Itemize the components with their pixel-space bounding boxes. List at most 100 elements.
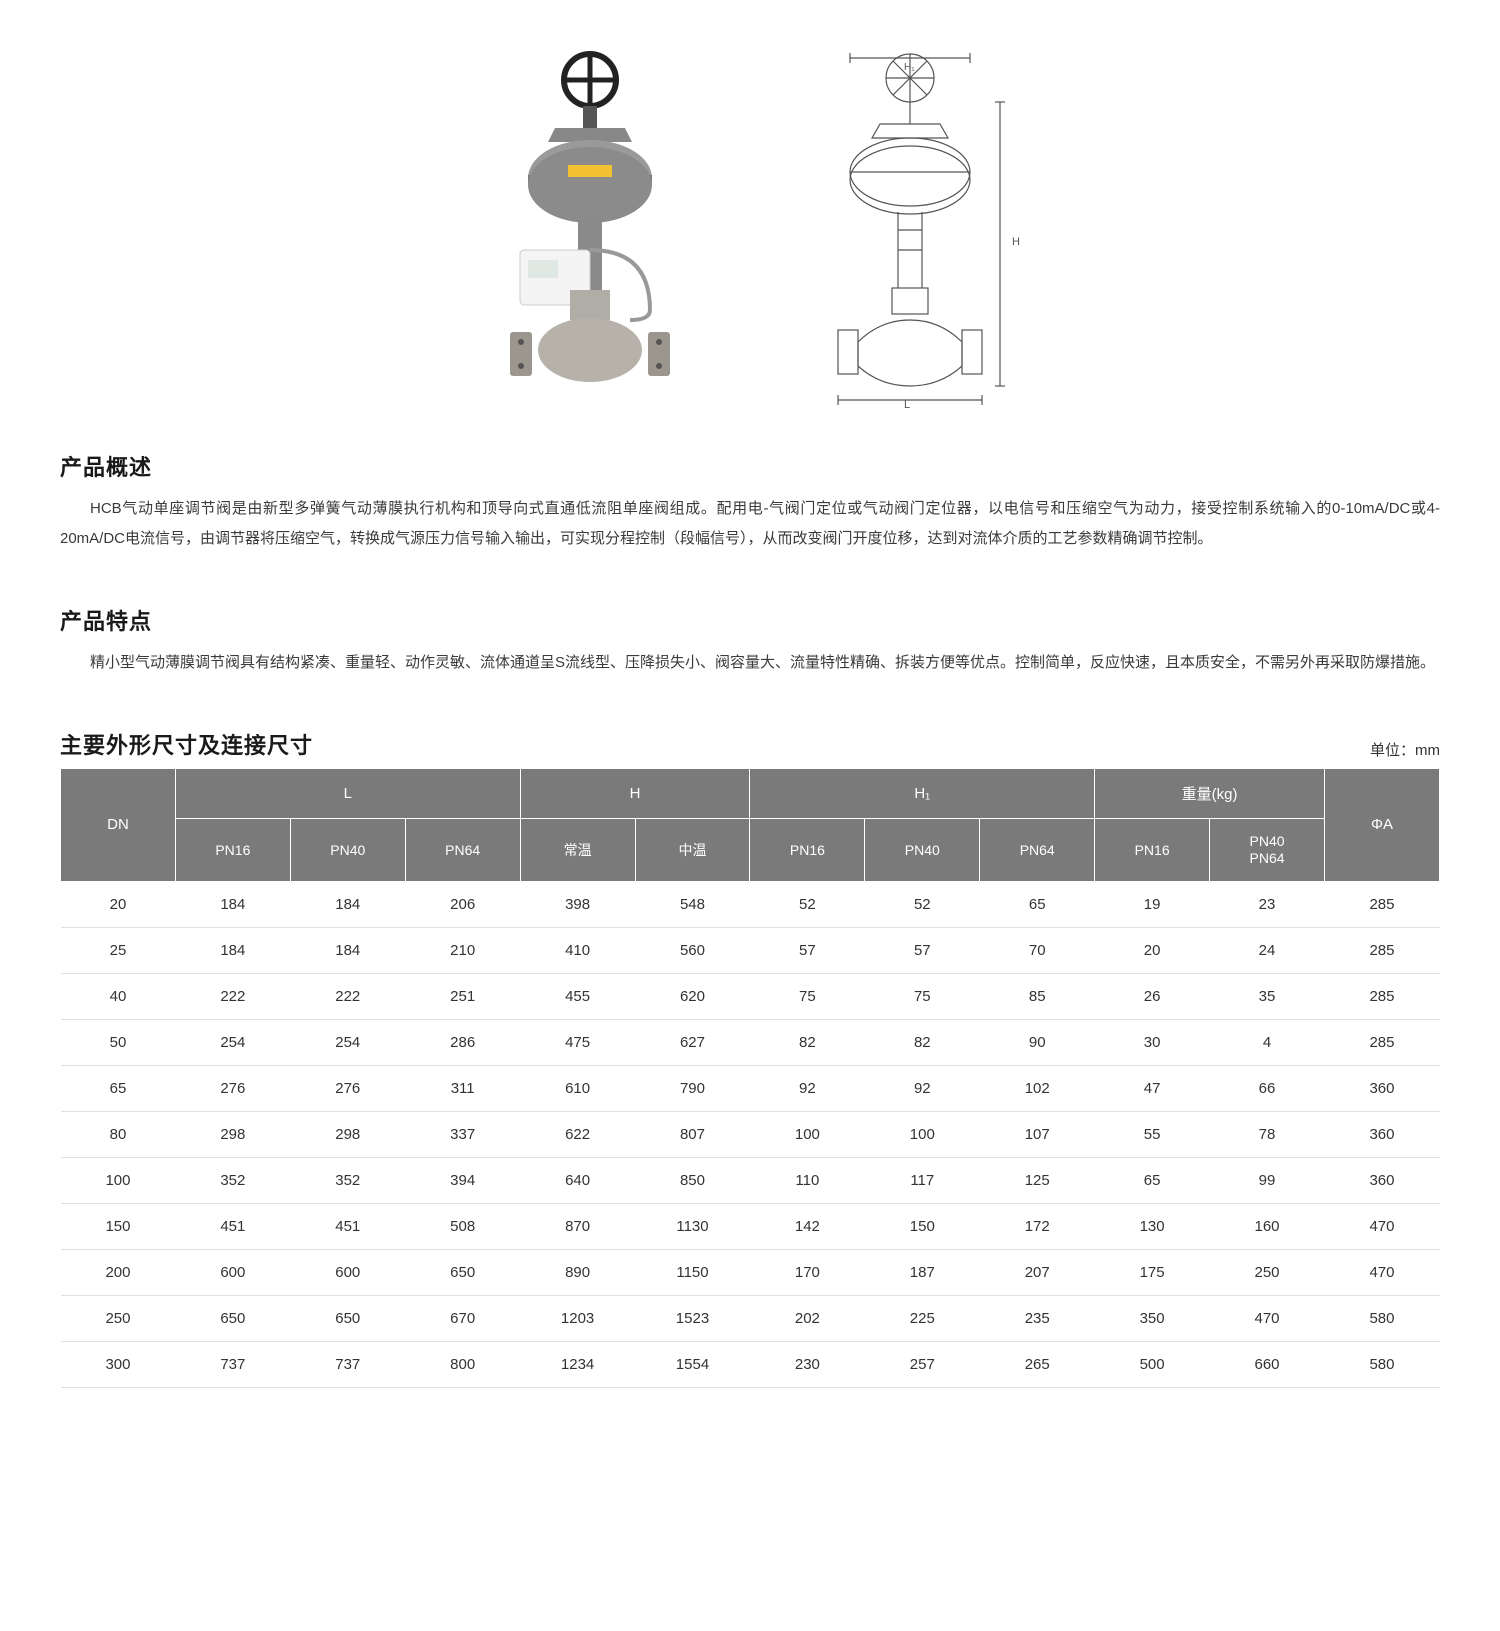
table-cell: 78 bbox=[1210, 1111, 1325, 1157]
table-cell: 222 bbox=[290, 973, 405, 1019]
features-heading: 产品特点 bbox=[60, 604, 1440, 636]
diagram-label-h1: H₁ bbox=[904, 62, 915, 73]
table-cell: 640 bbox=[520, 1157, 635, 1203]
table-cell: 200 bbox=[61, 1249, 176, 1295]
valve-photo-svg bbox=[460, 50, 720, 410]
table-cell: 170 bbox=[750, 1249, 865, 1295]
table-cell: 352 bbox=[290, 1157, 405, 1203]
table-cell: 580 bbox=[1324, 1341, 1439, 1387]
table-cell: 298 bbox=[290, 1111, 405, 1157]
table-cell: 650 bbox=[175, 1295, 290, 1341]
table-cell: 620 bbox=[635, 973, 750, 1019]
table-cell: 57 bbox=[865, 927, 980, 973]
table-cell: 650 bbox=[405, 1249, 520, 1295]
th-w-pn40-64: PN40 PN64 bbox=[1210, 819, 1325, 882]
table-cell: 90 bbox=[980, 1019, 1095, 1065]
table-cell: 455 bbox=[520, 973, 635, 1019]
table-cell: 100 bbox=[865, 1111, 980, 1157]
table-cell: 360 bbox=[1324, 1111, 1439, 1157]
table-cell: 285 bbox=[1324, 927, 1439, 973]
table-row: 25065065067012031523202225235350470580 bbox=[61, 1295, 1440, 1341]
table-row: 251841842104105605757702024285 bbox=[61, 927, 1440, 973]
table-cell: 210 bbox=[405, 927, 520, 973]
table-cell: 622 bbox=[520, 1111, 635, 1157]
valve-diagram-svg: H L H₁ bbox=[780, 50, 1040, 410]
table-row: 402222222514556207575852635285 bbox=[61, 973, 1440, 1019]
table-cell: 580 bbox=[1324, 1295, 1439, 1341]
diagram-label-h: H bbox=[1012, 236, 1020, 248]
th-h: H bbox=[520, 769, 750, 819]
table-cell: 250 bbox=[61, 1295, 176, 1341]
th-h-mid: 中温 bbox=[635, 819, 750, 882]
table-cell: 1234 bbox=[520, 1341, 635, 1387]
table-cell: 276 bbox=[175, 1065, 290, 1111]
table-cell: 285 bbox=[1324, 1019, 1439, 1065]
table-cell: 130 bbox=[1095, 1203, 1210, 1249]
table-cell: 23 bbox=[1210, 881, 1325, 927]
table-cell: 19 bbox=[1095, 881, 1210, 927]
table-cell: 100 bbox=[61, 1157, 176, 1203]
th-w-pn40-line1: PN40 bbox=[1214, 833, 1320, 850]
table-cell: 1150 bbox=[635, 1249, 750, 1295]
table-cell: 230 bbox=[750, 1341, 865, 1387]
table-cell: 1554 bbox=[635, 1341, 750, 1387]
valve-diagram: H L H₁ bbox=[780, 50, 1040, 410]
table-cell: 298 bbox=[175, 1111, 290, 1157]
table-cell: 92 bbox=[865, 1065, 980, 1111]
table-cell: 410 bbox=[520, 927, 635, 973]
table-cell: 360 bbox=[1324, 1065, 1439, 1111]
th-l-pn64: PN64 bbox=[405, 819, 520, 882]
table-cell: 600 bbox=[290, 1249, 405, 1295]
table-row: 201841842063985485252651923285 bbox=[61, 881, 1440, 927]
table-cell: 75 bbox=[750, 973, 865, 1019]
table-cell: 4 bbox=[1210, 1019, 1325, 1065]
th-h1-pn64: PN64 bbox=[980, 819, 1095, 882]
table-cell: 276 bbox=[290, 1065, 405, 1111]
table-cell: 50 bbox=[61, 1019, 176, 1065]
table-cell: 172 bbox=[980, 1203, 1095, 1249]
table-cell: 65 bbox=[61, 1065, 176, 1111]
diagram-label-l: L bbox=[904, 399, 910, 410]
table-row: 1003523523946408501101171256599360 bbox=[61, 1157, 1440, 1203]
table-cell: 117 bbox=[865, 1157, 980, 1203]
table-cell: 100 bbox=[750, 1111, 865, 1157]
table-cell: 251 bbox=[405, 973, 520, 1019]
table-cell: 350 bbox=[1095, 1295, 1210, 1341]
table-row: 6527627631161079092921024766360 bbox=[61, 1065, 1440, 1111]
table-cell: 548 bbox=[635, 881, 750, 927]
table-cell: 250 bbox=[1210, 1249, 1325, 1295]
table-cell: 85 bbox=[980, 973, 1095, 1019]
table-body: 2018418420639854852526519232852518418421… bbox=[61, 881, 1440, 1387]
table-cell: 24 bbox=[1210, 927, 1325, 973]
table-cell: 650 bbox=[290, 1295, 405, 1341]
table-cell: 222 bbox=[175, 973, 290, 1019]
table-cell: 890 bbox=[520, 1249, 635, 1295]
dimensions-title-row: 主要外形尺寸及连接尺寸 单位：mm bbox=[60, 728, 1440, 760]
table-cell: 311 bbox=[405, 1065, 520, 1111]
table-cell: 30 bbox=[1095, 1019, 1210, 1065]
table-cell: 40 bbox=[61, 973, 176, 1019]
table-cell: 142 bbox=[750, 1203, 865, 1249]
table-cell: 65 bbox=[1095, 1157, 1210, 1203]
table-cell: 337 bbox=[405, 1111, 520, 1157]
features-body: 精小型气动薄膜调节阀具有结构紧凑、重量轻、动作灵敏、流体通道呈S流线型、压降损失… bbox=[60, 648, 1440, 678]
table-cell: 850 bbox=[635, 1157, 750, 1203]
table-cell: 92 bbox=[750, 1065, 865, 1111]
table-cell: 737 bbox=[290, 1341, 405, 1387]
table-cell: 150 bbox=[61, 1203, 176, 1249]
th-weight: 重量(kg) bbox=[1095, 769, 1325, 819]
table-cell: 35 bbox=[1210, 973, 1325, 1019]
table-cell: 66 bbox=[1210, 1065, 1325, 1111]
table-cell: 285 bbox=[1324, 973, 1439, 1019]
dimensions-unit: 单位：mm bbox=[1370, 739, 1440, 760]
table-cell: 807 bbox=[635, 1111, 750, 1157]
table-cell: 184 bbox=[290, 881, 405, 927]
table-cell: 508 bbox=[405, 1203, 520, 1249]
th-l-pn40: PN40 bbox=[290, 819, 405, 882]
table-cell: 80 bbox=[61, 1111, 176, 1157]
table-cell: 560 bbox=[635, 927, 750, 973]
table-cell: 610 bbox=[520, 1065, 635, 1111]
table-cell: 184 bbox=[175, 881, 290, 927]
table-cell: 206 bbox=[405, 881, 520, 927]
table-row: 2006006006508901150170187207175250470 bbox=[61, 1249, 1440, 1295]
